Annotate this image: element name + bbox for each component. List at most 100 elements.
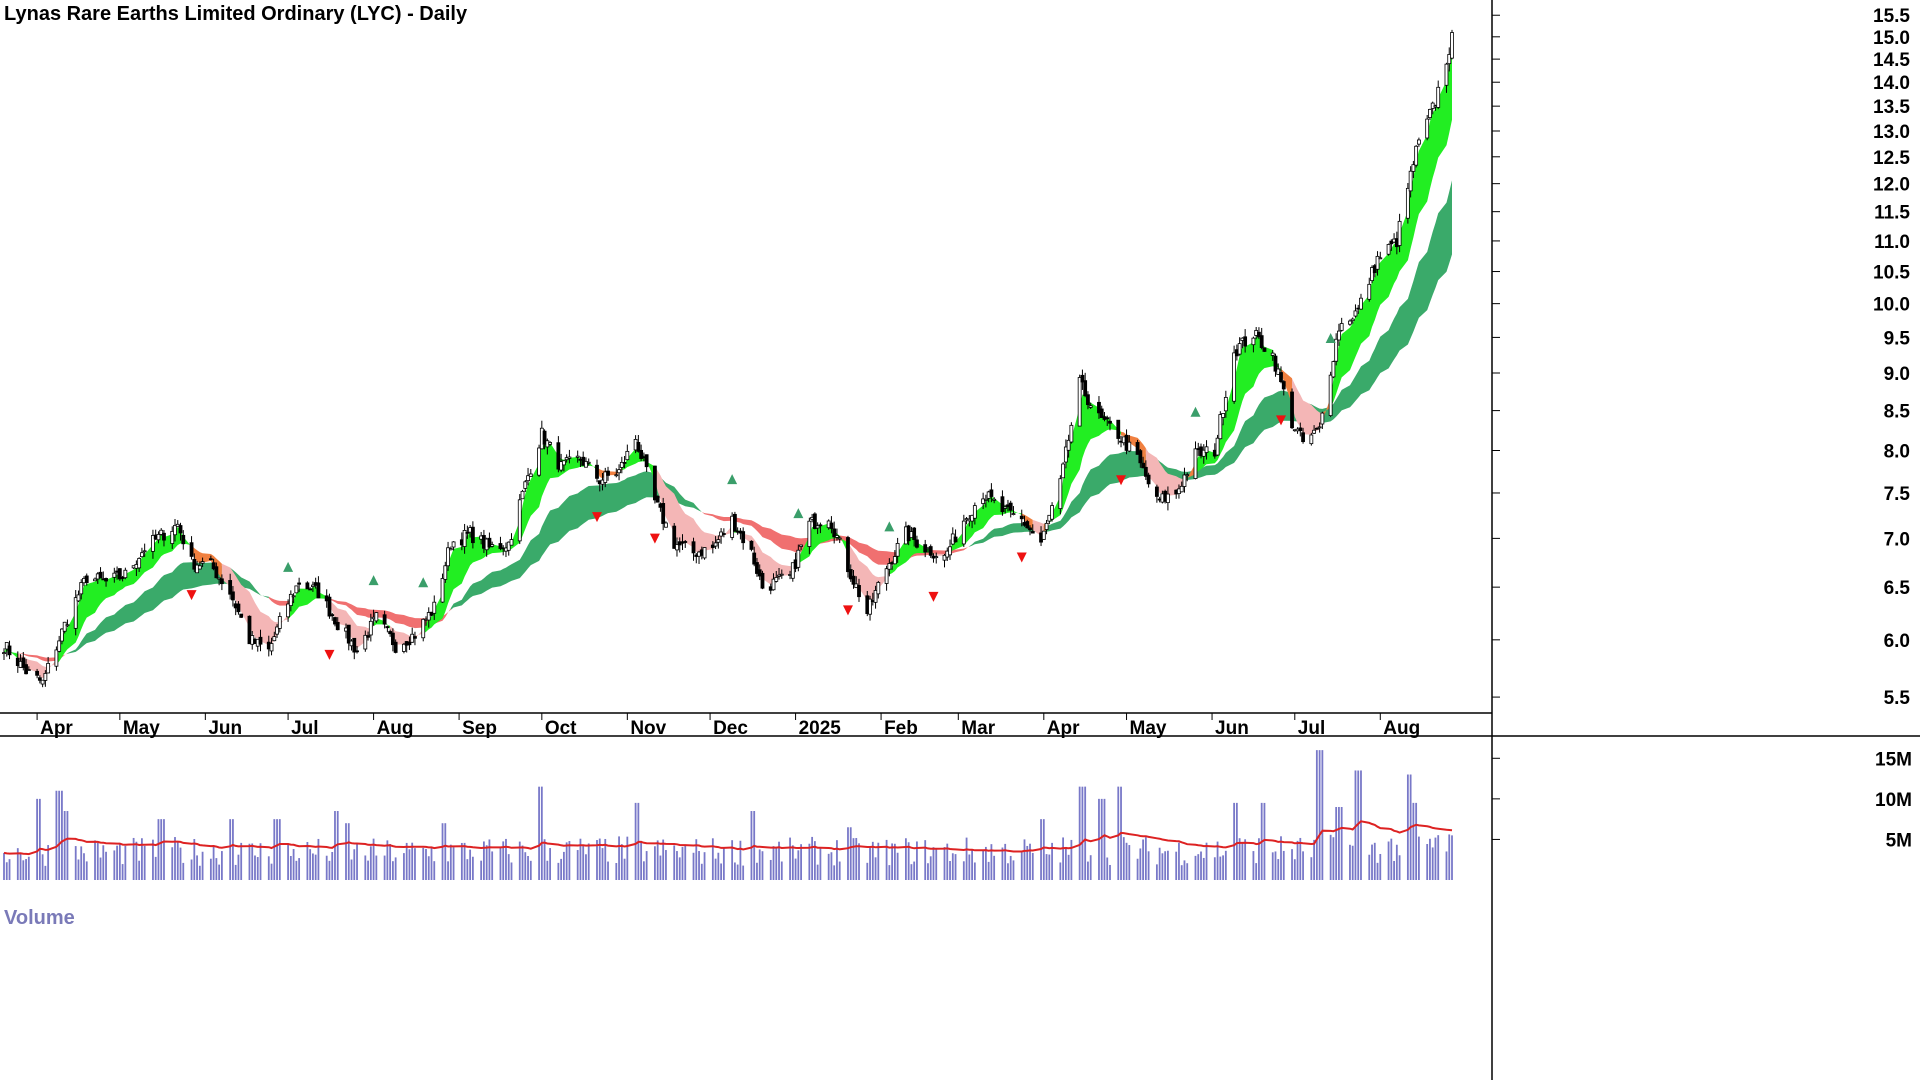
date-tick-label: Feb — [884, 718, 918, 739]
price-candle — [1179, 481, 1184, 493]
price-candle — [1353, 304, 1358, 318]
price-candle — [54, 646, 59, 671]
price-candle — [1334, 333, 1339, 366]
price-candle — [305, 581, 310, 590]
date-tick-label: Oct — [545, 718, 577, 739]
price-candle — [548, 441, 553, 447]
short-term-ribbon — [621, 448, 655, 481]
price-candle — [1221, 413, 1225, 426]
price-candle — [1146, 472, 1151, 488]
date-tick-label: Aug — [377, 718, 414, 739]
price-candle — [972, 502, 977, 525]
price-candle — [1063, 439, 1068, 469]
price-candle — [65, 619, 70, 628]
price-candle — [622, 455, 627, 469]
price-candle — [277, 612, 282, 633]
sell-signal-arrow — [591, 512, 602, 523]
price-candle — [1138, 448, 1143, 468]
price-candle — [520, 489, 525, 500]
price-candle — [832, 521, 837, 544]
short-term-ribbon — [1281, 368, 1292, 404]
price-candle — [606, 466, 610, 481]
short-term-ribbon — [1049, 394, 1121, 523]
price-candle — [873, 585, 878, 609]
price-candle — [1298, 422, 1303, 437]
price-candle — [363, 630, 368, 652]
price-candle — [1028, 525, 1032, 536]
price-candle — [269, 637, 274, 656]
price-candle — [137, 557, 142, 572]
price-candle — [851, 570, 856, 589]
price-tick-label: 9.5 — [1884, 328, 1911, 349]
price-tick-label: 15.5 — [1873, 6, 1910, 27]
price-tick-label: 12.0 — [1873, 175, 1910, 196]
price-candle — [1135, 439, 1140, 455]
price-candle — [355, 645, 359, 654]
price-candle — [777, 567, 781, 580]
price-candle — [928, 544, 933, 558]
price-candle — [837, 536, 842, 544]
sell-signal-arrow — [842, 605, 853, 616]
price-candle — [1223, 390, 1228, 418]
price-candle — [335, 617, 340, 631]
price-candle — [181, 530, 186, 550]
short-term-ribbon — [56, 527, 192, 665]
price-candle — [1273, 353, 1278, 377]
volume-tick-label: 15M — [1875, 749, 1912, 770]
date-tick-label: May — [1130, 718, 1167, 739]
short-term-ribbon — [889, 535, 934, 575]
sell-signal-arrow — [1116, 475, 1127, 486]
price-candle — [374, 612, 379, 624]
price-candle — [211, 558, 216, 571]
price-candle — [818, 522, 823, 534]
date-tick-label: Nov — [630, 718, 666, 739]
price-candle — [1193, 441, 1198, 480]
price-candle — [848, 564, 853, 582]
sell-signal-arrow — [324, 649, 335, 660]
price-candle — [429, 611, 434, 617]
price-candle — [1405, 182, 1410, 224]
price-candle — [286, 599, 290, 622]
price-candle — [542, 429, 547, 450]
price-candle — [62, 621, 67, 634]
price-candle — [1447, 47, 1452, 72]
volume-tick-label: 5M — [1886, 830, 1912, 851]
price-candle — [1312, 425, 1316, 435]
short-term-ribbon — [4, 647, 18, 659]
price-candle — [556, 436, 561, 473]
price-candle — [895, 537, 900, 563]
price-tick-label: 8.5 — [1884, 402, 1911, 423]
price-candle — [1069, 422, 1074, 444]
price-candle — [983, 494, 988, 508]
price-candle — [721, 528, 726, 538]
price-candle — [1030, 524, 1035, 534]
price-candle — [1367, 277, 1372, 302]
price-candles — [2, 29, 1454, 688]
date-tick-label: Aug — [1383, 718, 1420, 739]
price-candle — [1182, 467, 1187, 493]
buy-signal-arrow — [418, 577, 429, 588]
price-candle — [1259, 327, 1264, 350]
short-term-ribbon — [329, 600, 374, 649]
price-tick-label: 13.0 — [1873, 122, 1910, 143]
price-candle — [1414, 145, 1419, 168]
price-candle — [989, 483, 994, 503]
price-candle — [1166, 486, 1170, 511]
price-candle — [1108, 416, 1112, 431]
price-candle — [173, 519, 177, 542]
price-candle — [470, 521, 475, 549]
price-candle — [1428, 108, 1432, 120]
price-candle — [1243, 329, 1248, 353]
short-term-ribbon — [221, 563, 289, 646]
price-candle — [451, 541, 456, 551]
price-candle — [614, 468, 619, 478]
price-candle — [1320, 411, 1325, 429]
price-tick-label: 10.5 — [1873, 263, 1910, 284]
price-candle — [311, 581, 315, 592]
price-candle — [393, 639, 398, 654]
price-candle — [159, 528, 164, 536]
price-candle — [297, 577, 302, 593]
price-candle — [46, 656, 51, 674]
